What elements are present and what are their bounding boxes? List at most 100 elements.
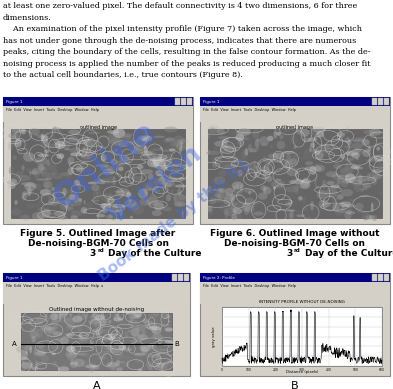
Ellipse shape: [114, 311, 119, 319]
Ellipse shape: [125, 199, 137, 208]
Ellipse shape: [43, 180, 52, 188]
Ellipse shape: [70, 190, 76, 196]
Ellipse shape: [315, 186, 319, 188]
Ellipse shape: [75, 166, 84, 172]
Ellipse shape: [76, 353, 86, 355]
Ellipse shape: [236, 184, 239, 189]
Ellipse shape: [361, 152, 372, 157]
Ellipse shape: [169, 157, 171, 166]
Ellipse shape: [58, 143, 61, 146]
Ellipse shape: [345, 210, 351, 220]
Ellipse shape: [274, 131, 277, 138]
Ellipse shape: [369, 198, 377, 200]
Ellipse shape: [68, 130, 80, 135]
Ellipse shape: [108, 140, 118, 148]
Text: outlined image: outlined image: [79, 125, 116, 130]
Ellipse shape: [292, 153, 298, 160]
Ellipse shape: [67, 354, 75, 361]
Ellipse shape: [35, 317, 43, 325]
Ellipse shape: [154, 202, 164, 210]
Text: 400: 400: [326, 368, 332, 372]
Ellipse shape: [89, 364, 99, 367]
Ellipse shape: [26, 203, 36, 208]
Ellipse shape: [217, 188, 226, 193]
Ellipse shape: [336, 182, 340, 186]
Text: to the actual cell boundaries, i.e., true contours (Figure 8).: to the actual cell boundaries, i.e., tru…: [3, 71, 243, 79]
Ellipse shape: [268, 153, 278, 159]
Ellipse shape: [116, 188, 129, 195]
Ellipse shape: [315, 150, 320, 156]
Ellipse shape: [112, 204, 126, 207]
Ellipse shape: [314, 132, 321, 134]
Ellipse shape: [82, 146, 85, 151]
Ellipse shape: [300, 180, 310, 189]
Ellipse shape: [107, 197, 115, 204]
Ellipse shape: [51, 319, 59, 324]
Ellipse shape: [315, 151, 324, 159]
Ellipse shape: [124, 139, 137, 148]
Ellipse shape: [308, 137, 318, 142]
Ellipse shape: [36, 333, 40, 339]
Ellipse shape: [234, 191, 242, 197]
Ellipse shape: [75, 166, 86, 170]
Ellipse shape: [365, 177, 378, 181]
Ellipse shape: [148, 364, 152, 370]
Ellipse shape: [175, 184, 187, 187]
Ellipse shape: [296, 128, 300, 135]
Bar: [384, 98, 389, 105]
Ellipse shape: [22, 191, 31, 196]
Ellipse shape: [149, 202, 157, 204]
Ellipse shape: [263, 156, 266, 159]
Ellipse shape: [65, 201, 69, 209]
Text: De-noising-BGM-70 Cells on: De-noising-BGM-70 Cells on: [224, 239, 365, 248]
Ellipse shape: [219, 146, 231, 153]
Ellipse shape: [143, 150, 156, 160]
Ellipse shape: [345, 177, 349, 184]
Text: 100: 100: [246, 368, 252, 372]
Ellipse shape: [94, 319, 98, 327]
Ellipse shape: [14, 175, 28, 177]
Ellipse shape: [343, 130, 349, 134]
Ellipse shape: [135, 176, 144, 181]
Ellipse shape: [141, 330, 146, 335]
Ellipse shape: [128, 330, 131, 332]
Ellipse shape: [208, 124, 219, 134]
Ellipse shape: [312, 127, 326, 133]
Ellipse shape: [346, 211, 355, 214]
Ellipse shape: [71, 358, 73, 365]
Ellipse shape: [119, 144, 122, 149]
Ellipse shape: [116, 360, 120, 366]
Ellipse shape: [322, 179, 335, 185]
Ellipse shape: [78, 329, 83, 333]
Ellipse shape: [32, 212, 44, 221]
Ellipse shape: [135, 144, 146, 151]
Ellipse shape: [143, 131, 146, 138]
Ellipse shape: [363, 179, 371, 182]
Ellipse shape: [160, 349, 168, 351]
Ellipse shape: [70, 355, 77, 362]
Ellipse shape: [114, 352, 124, 357]
Ellipse shape: [285, 209, 295, 212]
Ellipse shape: [140, 139, 143, 145]
Ellipse shape: [248, 191, 251, 195]
Ellipse shape: [340, 154, 345, 159]
Ellipse shape: [314, 179, 316, 185]
Ellipse shape: [332, 203, 340, 212]
Ellipse shape: [50, 313, 58, 320]
Ellipse shape: [337, 175, 349, 178]
Ellipse shape: [38, 164, 44, 171]
Ellipse shape: [9, 179, 18, 186]
Ellipse shape: [158, 177, 165, 184]
Ellipse shape: [70, 215, 78, 220]
Ellipse shape: [70, 148, 81, 153]
Ellipse shape: [108, 213, 118, 217]
Ellipse shape: [354, 147, 360, 156]
Bar: [3, 290, 190, 297]
Ellipse shape: [43, 212, 55, 215]
Ellipse shape: [233, 208, 242, 214]
Ellipse shape: [345, 164, 349, 172]
Bar: [200, 97, 390, 106]
Bar: [378, 98, 383, 105]
Ellipse shape: [69, 196, 82, 206]
Bar: [200, 273, 390, 282]
